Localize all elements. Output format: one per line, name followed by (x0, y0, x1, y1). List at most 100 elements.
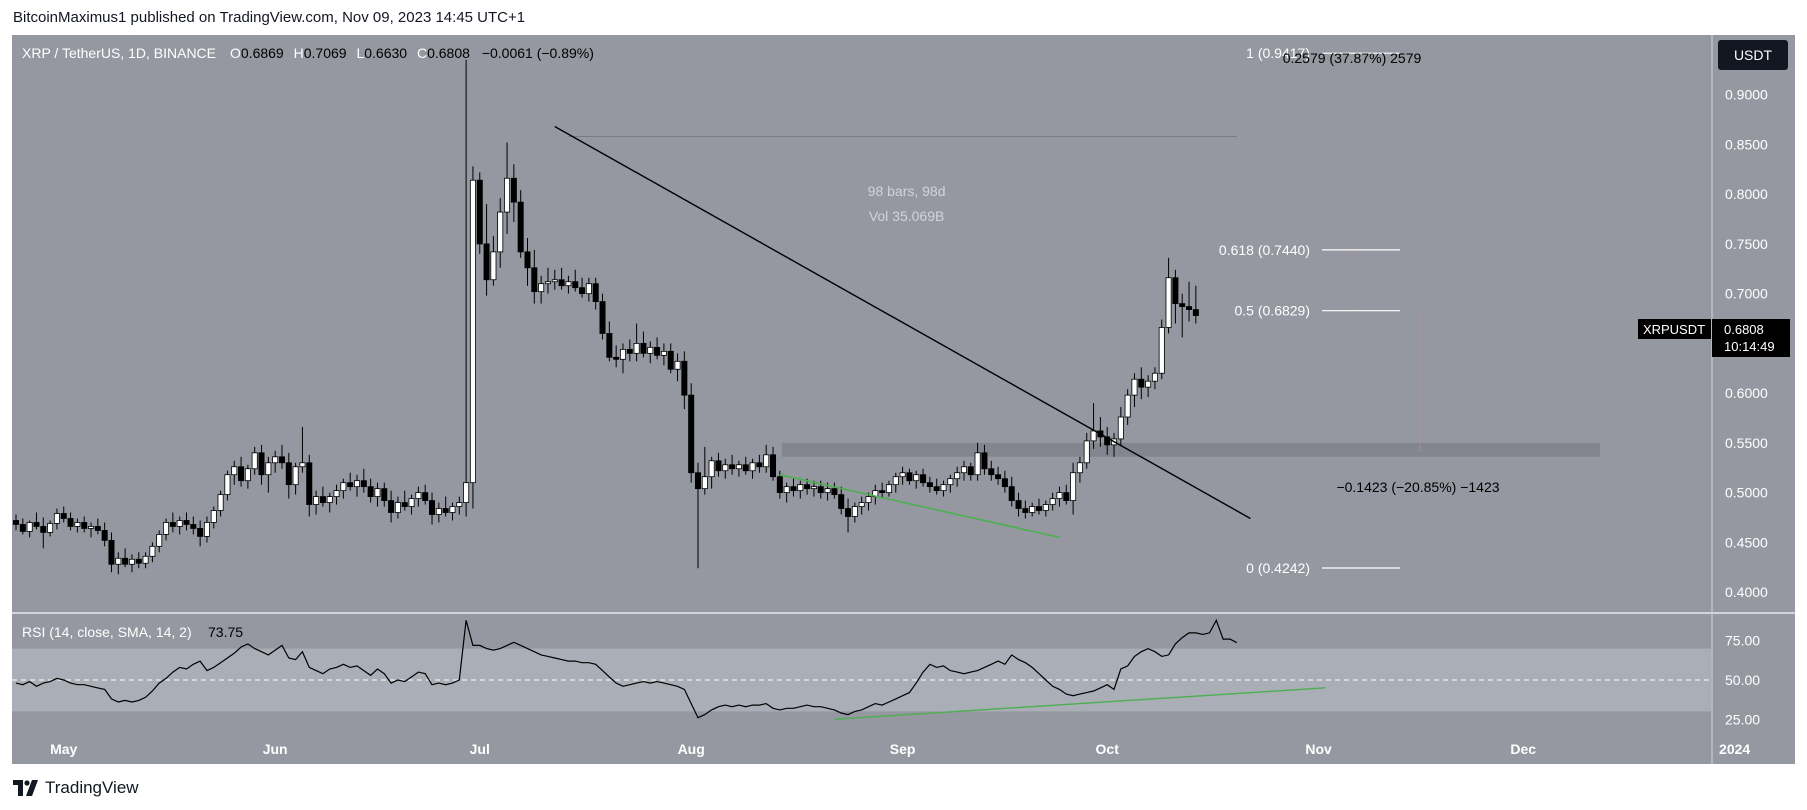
candle-body[interactable] (367, 486, 374, 498)
candle-body[interactable] (149, 545, 156, 557)
candle-body[interactable] (735, 464, 742, 470)
candle-body[interactable] (278, 456, 285, 464)
candle-body[interactable] (197, 528, 204, 537)
candle-body[interactable] (858, 502, 865, 507)
candle-body[interactable] (422, 492, 429, 501)
tradingview-brand[interactable]: TradingView (13, 778, 139, 798)
candle-body[interactable] (599, 301, 606, 334)
candle-body[interactable] (824, 488, 831, 494)
candle-body[interactable] (892, 476, 899, 486)
candle-body[interactable] (326, 496, 333, 503)
candle-body[interactable] (517, 201, 524, 253)
candle-body[interactable] (790, 486, 797, 492)
candle-body[interactable] (606, 333, 613, 358)
candle-body[interactable] (456, 502, 463, 507)
candle-body[interactable] (933, 486, 940, 492)
candle-body[interactable] (1124, 394, 1131, 418)
candle-body[interactable] (926, 482, 933, 488)
candle-body[interactable] (572, 281, 579, 289)
candle-body[interactable] (435, 508, 442, 515)
candle-body[interactable] (483, 243, 490, 281)
candle-body[interactable] (749, 462, 756, 472)
candle-body[interactable] (674, 360, 681, 370)
candle-body[interactable] (524, 251, 531, 269)
candle-body[interactable] (476, 179, 483, 245)
price-pane[interactable] (12, 35, 1712, 612)
candle-body[interactable] (838, 494, 845, 509)
candle-body[interactable] (81, 522, 88, 529)
candle-body[interactable] (981, 452, 988, 470)
candle-body[interactable] (770, 454, 777, 478)
candle-body[interactable] (1186, 306, 1193, 310)
candle-body[interactable] (1056, 492, 1063, 499)
candle-body[interactable] (203, 522, 210, 537)
candle-body[interactable] (660, 350, 667, 356)
candle-body[interactable] (33, 522, 40, 527)
currency-button[interactable] (1718, 40, 1788, 70)
candle-body[interactable] (1165, 277, 1172, 328)
candle-body[interactable] (469, 179, 476, 484)
candle-body[interactable] (122, 557, 129, 565)
support-divergence-line[interactable] (779, 473, 1060, 539)
candle-body[interactable] (442, 508, 449, 513)
candle-body[interactable] (988, 468, 995, 476)
candle-body[interactable] (544, 281, 551, 285)
candle-body[interactable] (244, 468, 251, 482)
candle-body[interactable] (88, 526, 95, 529)
candle-body[interactable] (60, 513, 67, 519)
candle-body[interactable] (531, 267, 538, 293)
candle-body[interactable] (722, 464, 729, 472)
candle-body[interactable] (94, 526, 101, 531)
candle-body[interactable] (224, 474, 231, 496)
candle-body[interactable] (19, 524, 26, 532)
candle-body[interactable] (74, 522, 81, 527)
candle-body[interactable] (960, 466, 967, 474)
candle-body[interactable] (967, 466, 974, 476)
descending-trendline[interactable] (554, 125, 1251, 520)
candle-body[interactable] (128, 558, 135, 565)
candle-body[interactable] (169, 522, 176, 527)
candle-body[interactable] (142, 555, 149, 564)
candle-body[interactable] (401, 502, 408, 507)
candle-body[interactable] (640, 342, 647, 354)
candle-body[interactable] (913, 474, 920, 482)
candle-body[interactable] (899, 472, 906, 478)
candle-body[interactable] (374, 488, 381, 498)
candle-body[interactable] (1158, 327, 1165, 374)
candle-body[interactable] (449, 506, 456, 513)
candle-body[interactable] (497, 211, 504, 253)
candle-body[interactable] (558, 279, 565, 287)
candle-body[interactable] (1076, 462, 1083, 474)
candle-body[interactable] (538, 283, 545, 293)
candle-body[interactable] (210, 510, 217, 523)
candle-body[interactable] (504, 177, 511, 213)
candle-body[interactable] (394, 502, 401, 513)
candle-body[interactable] (135, 558, 142, 564)
candle-body[interactable] (47, 523, 54, 533)
candle-body[interactable] (974, 452, 981, 476)
candle-body[interactable] (463, 482, 470, 503)
candle-body[interactable] (26, 522, 33, 532)
candle-body[interactable] (115, 557, 122, 565)
candle-body[interactable] (804, 484, 811, 490)
candle-body[interactable] (353, 480, 360, 488)
candle-body[interactable] (701, 476, 708, 490)
candle-body[interactable] (40, 526, 47, 533)
candle-body[interactable] (285, 462, 292, 486)
candle-body[interactable] (510, 177, 517, 203)
candle-body[interactable] (708, 460, 715, 478)
candle-body[interactable] (579, 287, 586, 295)
candle-body[interactable] (940, 484, 947, 492)
candle-body[interactable] (742, 464, 749, 472)
candle-body[interactable] (920, 474, 927, 484)
candle-body[interactable] (776, 476, 783, 494)
candle-body[interactable] (995, 474, 1002, 480)
candle-body[interactable] (1049, 498, 1056, 505)
candle-body[interactable] (633, 342, 640, 354)
candle-body[interactable] (408, 498, 415, 507)
candle-body[interactable] (695, 472, 702, 490)
support-zone[interactable] (782, 442, 1600, 457)
candle-body[interactable] (251, 452, 258, 470)
candle-body[interactable] (817, 486, 824, 494)
candle-body[interactable] (879, 490, 886, 494)
